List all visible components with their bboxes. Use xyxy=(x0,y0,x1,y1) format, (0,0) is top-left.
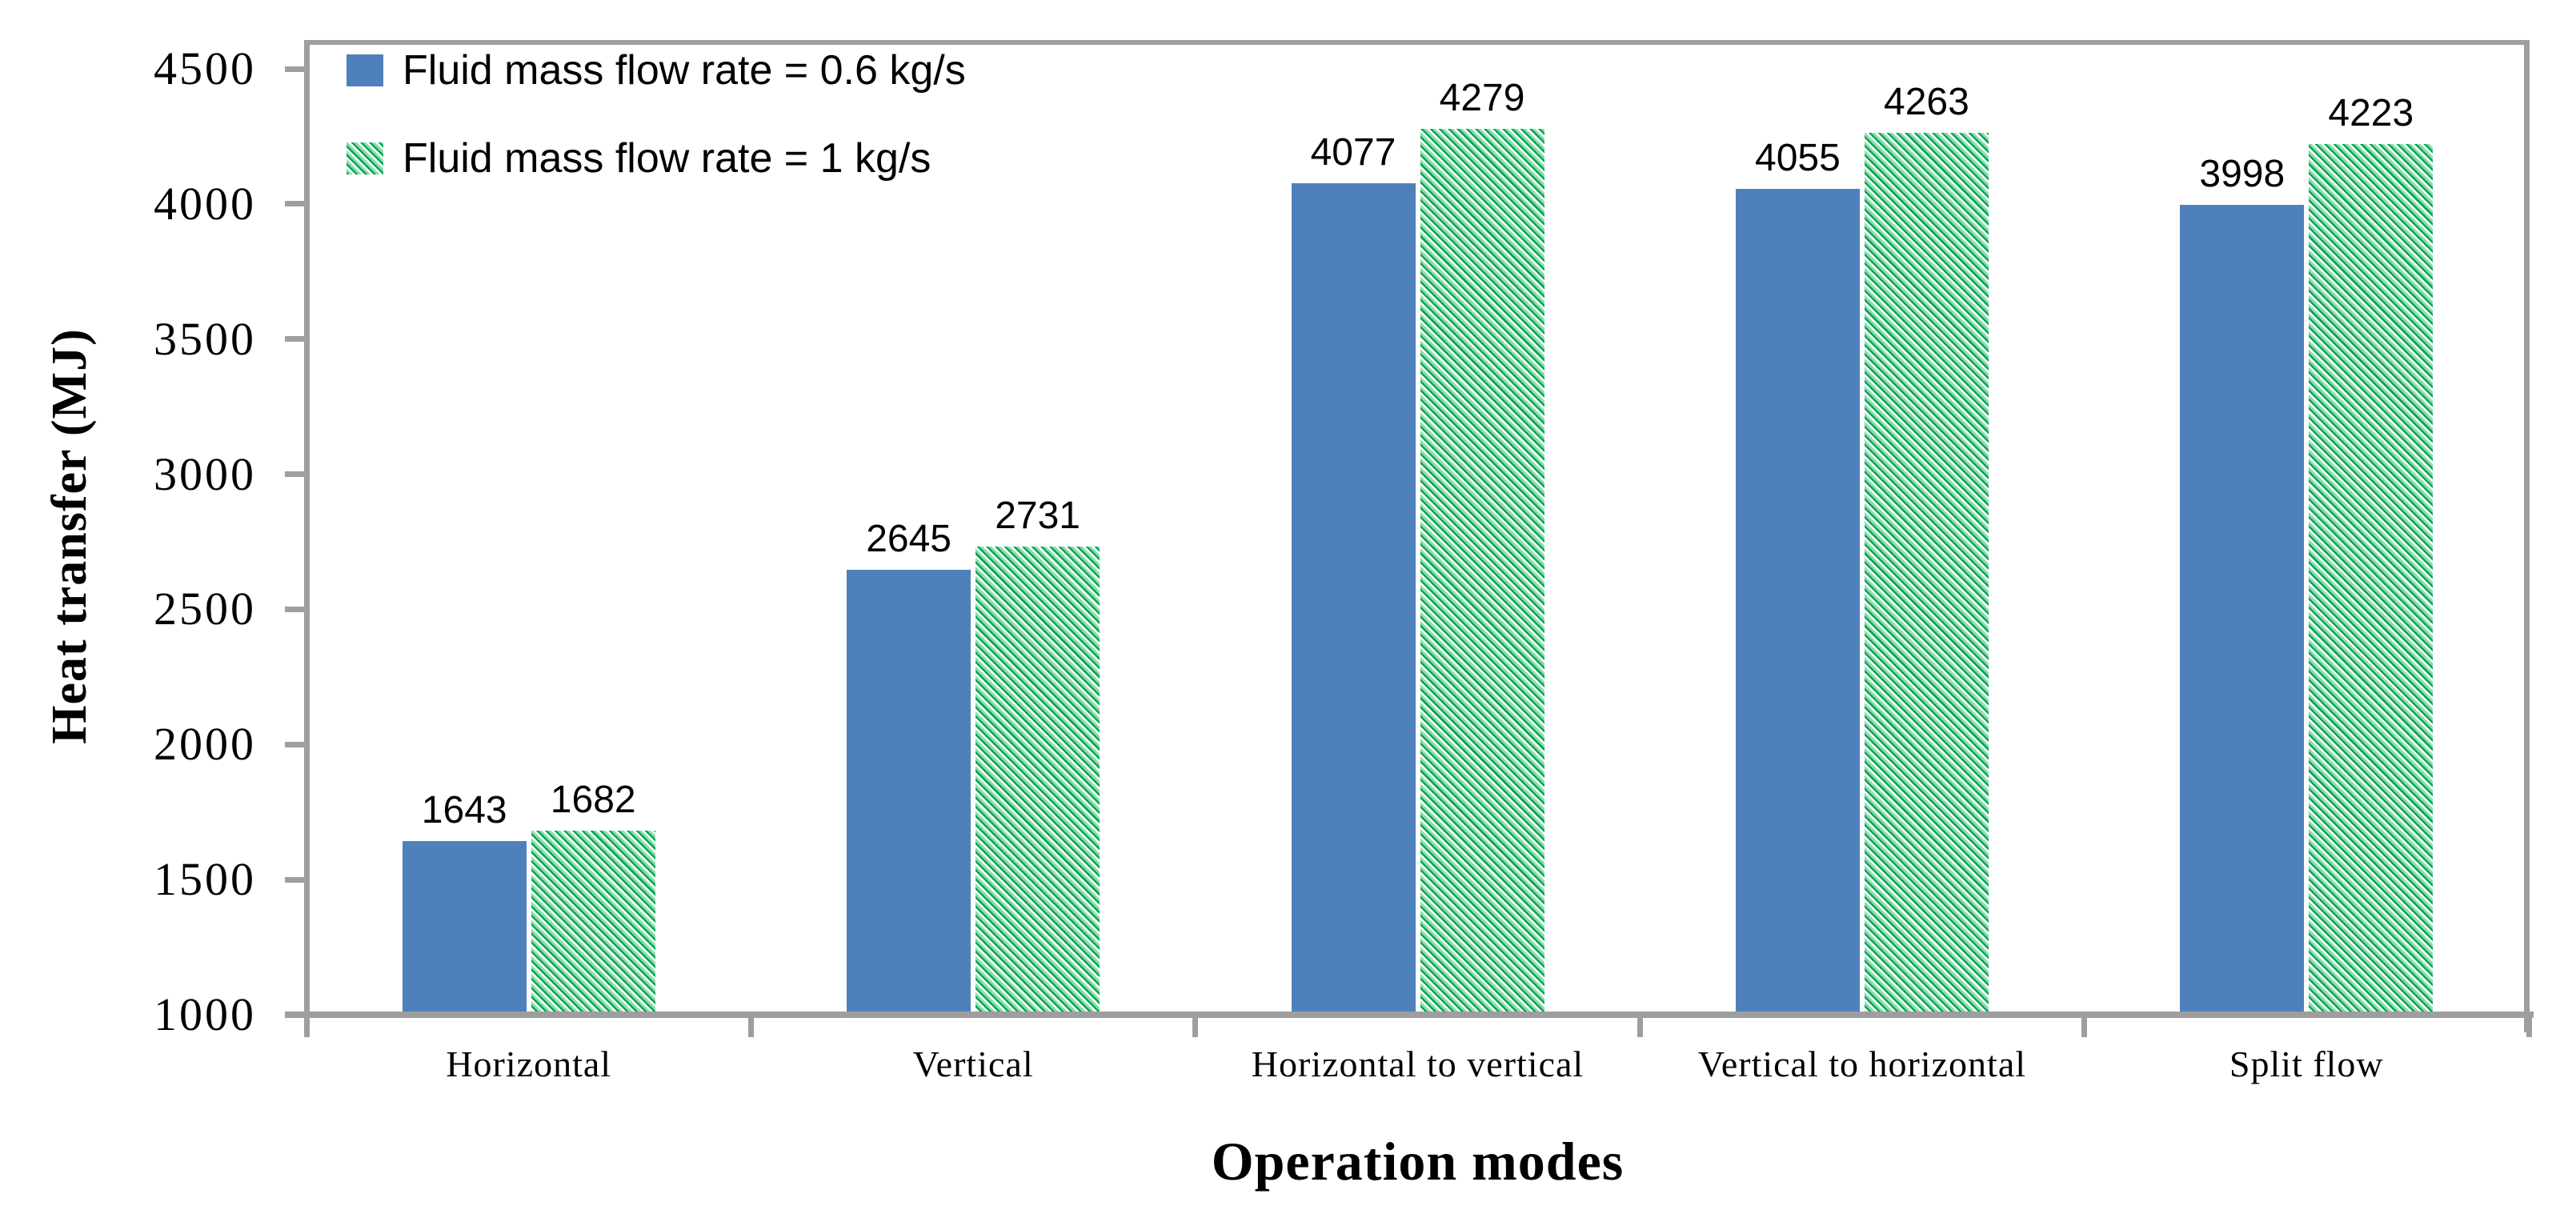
legend-swatch-solid-blue-icon xyxy=(347,54,383,86)
bar xyxy=(1735,189,1860,1016)
y-axis-tick-label: 3500 xyxy=(154,312,256,365)
legend-item-flow-1: Fluid mass flow rate = 1 kg/s xyxy=(347,138,966,179)
y-axis-tick-label: 1500 xyxy=(154,853,256,906)
bar xyxy=(847,570,972,1016)
x-axis-tick xyxy=(1637,1015,1643,1037)
bar xyxy=(2309,143,2434,1016)
plot-area-top-border xyxy=(306,40,2529,45)
y-axis-tick-label: 1000 xyxy=(154,988,256,1040)
x-axis-tick xyxy=(2526,1015,2532,1037)
x-axis-tick xyxy=(303,1015,310,1037)
y-axis-tick xyxy=(285,66,307,72)
bar xyxy=(976,547,1100,1016)
x-axis-tick xyxy=(1192,1015,1199,1037)
data-label: 4077 xyxy=(1310,130,1396,174)
category-label: Split flow xyxy=(2229,1044,2384,1084)
plot-area-right-border xyxy=(2524,40,2530,1032)
legend-label: Fluid mass flow rate = 1 kg/s xyxy=(403,135,931,182)
bar xyxy=(1864,133,1989,1016)
bar xyxy=(1291,182,1416,1016)
data-label: 4055 xyxy=(1755,137,1841,180)
y-axis-line xyxy=(304,40,310,1037)
bar xyxy=(402,840,527,1016)
y-axis-tick xyxy=(285,336,307,343)
legend: Fluid mass flow rate = 0.6 kg/s Fluid ma… xyxy=(347,50,966,179)
category-label: Horizontal to vertical xyxy=(1251,1044,1584,1084)
data-label: 4263 xyxy=(1884,81,1969,124)
category-label: Vertical to horizontal xyxy=(1697,1044,2027,1084)
category-label: Horizontal xyxy=(446,1044,612,1084)
y-axis-tick xyxy=(285,741,307,747)
bar xyxy=(531,830,655,1016)
bar xyxy=(1420,128,1544,1016)
x-axis-tick xyxy=(747,1015,754,1037)
y-axis-tick xyxy=(285,471,307,478)
y-axis-tick-label: 3000 xyxy=(154,447,256,500)
y-axis-tick xyxy=(285,201,307,207)
y-axis-tick xyxy=(285,876,307,883)
legend-item-flow-06: Fluid mass flow rate = 0.6 kg/s xyxy=(347,50,966,91)
bar xyxy=(2180,204,2305,1016)
data-label: 2645 xyxy=(866,518,951,561)
legend-swatch-hatched-green-icon xyxy=(347,142,383,174)
data-label: 3998 xyxy=(2199,152,2286,195)
legend-label: Fluid mass flow rate = 0.6 kg/s xyxy=(403,47,966,94)
y-axis-tick-label: 4500 xyxy=(154,42,256,94)
data-label: 1682 xyxy=(550,778,636,821)
category-label: Vertical xyxy=(912,1044,1034,1084)
y-axis-tick-label: 4000 xyxy=(154,177,256,230)
y-axis-tick-label: 2500 xyxy=(154,583,256,635)
data-label: 4223 xyxy=(2328,91,2414,134)
data-label: 4279 xyxy=(1439,76,1525,119)
x-axis-tick xyxy=(2081,1015,2088,1037)
y-axis-tick-label: 2000 xyxy=(154,718,256,771)
y-axis-tick xyxy=(285,606,307,612)
x-axis-line xyxy=(285,1012,2534,1018)
x-axis-title: Operation modes xyxy=(1211,1131,1625,1192)
data-label: 1643 xyxy=(421,788,507,831)
data-label: 2731 xyxy=(995,495,1080,538)
